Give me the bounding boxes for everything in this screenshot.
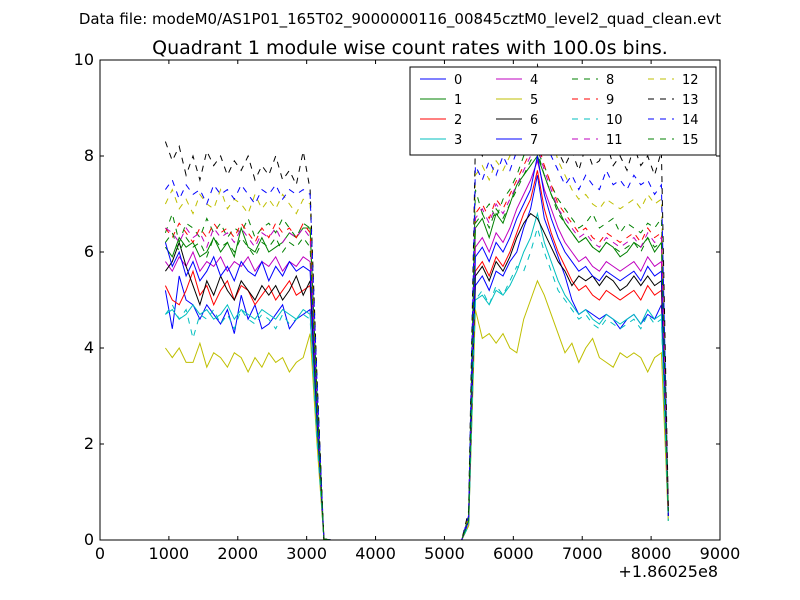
x-axis: 0 1000 2000 3000 4000 5000 6000 7000 8000 9000: [95, 60, 740, 563]
legend-label-3: 3: [454, 133, 462, 148]
y-tick-label: 4: [84, 338, 94, 357]
series-line-14: [164, 111, 669, 541]
x-tick-label: 8000: [631, 544, 672, 563]
legend-label-13: 13: [682, 93, 699, 108]
x-tick-label: 4000: [355, 544, 396, 563]
series-line-7: [164, 155, 669, 541]
legend-box: [409, 66, 717, 156]
y-tick-label: 0: [84, 530, 94, 549]
y-tick-label: 8: [84, 146, 94, 165]
legend-label-10: 10: [606, 113, 623, 128]
legend-label-7: 7: [530, 133, 538, 148]
y-tick-label: 10: [74, 50, 94, 69]
x-tick-label: 3000: [286, 544, 327, 563]
series-line-2: [164, 170, 669, 541]
x-tick-label: 2000: [217, 544, 258, 563]
figure-suptitle: Data file: modeM0/AS1P01_165T02_90000001…: [79, 10, 721, 29]
legend-label-8: 8: [606, 73, 614, 88]
legend-label-5: 5: [530, 93, 538, 108]
series-line-1: [164, 154, 669, 541]
series-line-9: [164, 140, 669, 541]
series-line-10: [164, 226, 669, 541]
x-offset-label: +1.86025e8: [618, 562, 718, 581]
legend-label-15: 15: [682, 133, 699, 148]
x-tick-label: 9000: [700, 544, 741, 563]
x-tick-label: 1000: [149, 544, 190, 563]
x-tick-label: 5000: [424, 544, 465, 563]
x-tick-label: 0: [95, 544, 105, 563]
x-tick-label: 7000: [562, 544, 603, 563]
legend-label-9: 9: [606, 93, 614, 108]
y-tick-label: 6: [84, 242, 94, 261]
legend-label-1: 1: [454, 93, 462, 108]
series-line-4: [164, 159, 669, 541]
legend-label-2: 2: [454, 113, 462, 128]
series-line-15: [164, 150, 669, 541]
legend-label-0: 0: [454, 73, 462, 88]
chart-title: Quadrant 1 module wise count rates with …: [152, 37, 668, 59]
legend-label-14: 14: [682, 113, 699, 128]
plot-frame: [99, 59, 721, 541]
legend-label-4: 4: [530, 73, 538, 88]
legend-label-11: 11: [606, 133, 623, 148]
legend-label-6: 6: [530, 113, 538, 128]
series-line-11: [165, 145, 669, 541]
y-tick-label: 2: [84, 434, 94, 453]
x-tick-label: 6000: [493, 544, 534, 563]
legend-label-12: 12: [682, 73, 699, 88]
series-line-8: [164, 140, 669, 541]
series-line-12: [164, 67, 669, 541]
